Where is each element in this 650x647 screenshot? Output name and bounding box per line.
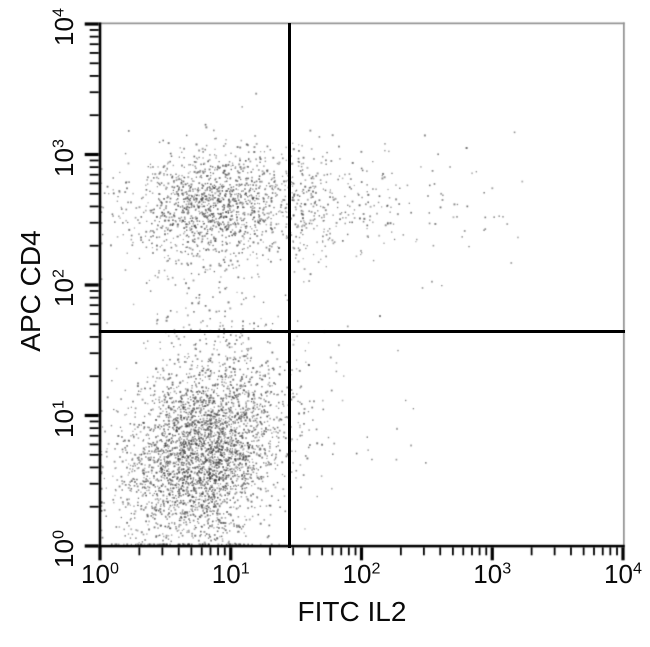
x-tick-label: 102	[342, 559, 381, 589]
x-tick-label: 100	[81, 559, 119, 589]
quadrant-gate-horizontal-line	[99, 330, 625, 334]
x-tick-label: 104	[604, 559, 642, 589]
y-tick-label: 101	[49, 399, 79, 438]
y-tick-label: 104	[49, 8, 79, 46]
y-axis-title: APC CD4	[15, 230, 46, 352]
x-axis-title: FITC IL2	[297, 596, 407, 627]
y-tick-label: 100	[49, 530, 79, 568]
quadrant-gate-vertical-line	[287, 23, 291, 548]
y-tick-label: 102	[49, 269, 79, 307]
x-tick-label: 101	[211, 559, 250, 589]
y-tick-label: 103	[49, 138, 79, 177]
x-tick-label: 103	[473, 559, 512, 589]
